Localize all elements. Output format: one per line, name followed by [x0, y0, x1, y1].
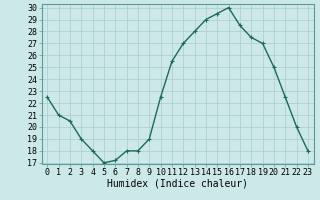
- X-axis label: Humidex (Indice chaleur): Humidex (Indice chaleur): [107, 179, 248, 189]
